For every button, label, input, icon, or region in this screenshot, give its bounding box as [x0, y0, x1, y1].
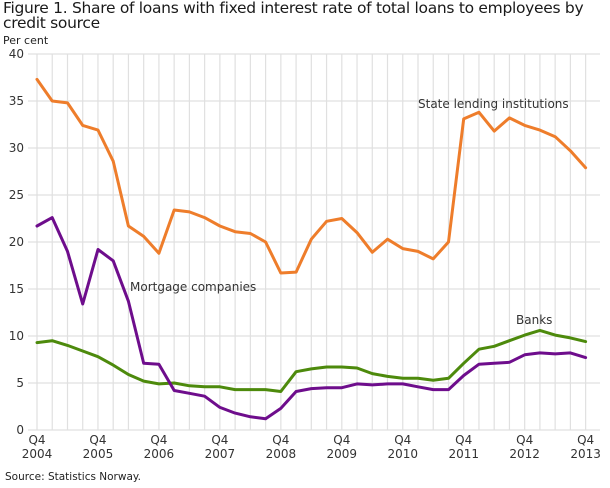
series-line-mortgage-companies: [35, 216, 588, 421]
series-label: Mortgage companies: [130, 280, 256, 294]
x-tick-year: 2013: [570, 447, 601, 461]
y-axis-unit-label: Per cent: [3, 34, 49, 47]
y-axis-ticks: 0 5 10 15 20 25 30 35 40: [9, 47, 24, 437]
x-tick-year: 2007: [205, 447, 236, 461]
x-axis-ticks: Q42004Q42005Q42006Q42007Q42008Q42009Q420…: [22, 433, 601, 461]
y-tick-label: 20: [9, 235, 24, 249]
x-tick-year: 2004: [22, 447, 53, 461]
x-tick-quarter: Q4: [150, 433, 167, 447]
x-tick-quarter: Q4: [394, 433, 411, 447]
y-tick-label: 40: [9, 47, 24, 61]
y-tick-label: 35: [9, 94, 24, 108]
series-label: State lending institutions: [418, 97, 569, 111]
x-tick-year: 2006: [144, 447, 175, 461]
x-tick-quarter: Q4: [577, 433, 594, 447]
x-tick-year: 2008: [266, 447, 297, 461]
x-tick-quarter: Q4: [516, 433, 533, 447]
x-tick-year: 2012: [509, 447, 540, 461]
x-tick-quarter: Q4: [455, 433, 472, 447]
x-tick-quarter: Q4: [89, 433, 106, 447]
chart-title: Figure 1. Share of loans with fixed inte…: [3, 0, 584, 32]
series-labels: State lending institutions Mortgage compa…: [130, 97, 569, 327]
x-tick-year: 2010: [387, 447, 418, 461]
x-tick-quarter: Q4: [28, 433, 45, 447]
y-tick-label: 10: [9, 329, 24, 343]
series-line-banks: [35, 328, 588, 393]
y-tick-label: 5: [16, 376, 24, 390]
x-tick-quarter: Q4: [333, 433, 350, 447]
series-lines: [35, 77, 588, 421]
x-tick-year: 2005: [83, 447, 114, 461]
y-tick-label: 30: [9, 141, 24, 155]
y-tick-label: 25: [9, 188, 24, 202]
series-label: Banks: [516, 313, 552, 327]
x-tick-quarter: Q4: [272, 433, 289, 447]
source-note: Source: Statistics Norway.: [5, 471, 141, 483]
series-line-state-lending-institutions: [35, 77, 588, 275]
grid-lines: [28, 53, 600, 431]
y-tick-label: 0: [16, 423, 24, 437]
y-tick-label: 15: [9, 282, 24, 296]
x-tick-quarter: Q4: [211, 433, 228, 447]
x-tick-year: 2009: [327, 447, 358, 461]
x-tick-year: 2011: [448, 447, 479, 461]
